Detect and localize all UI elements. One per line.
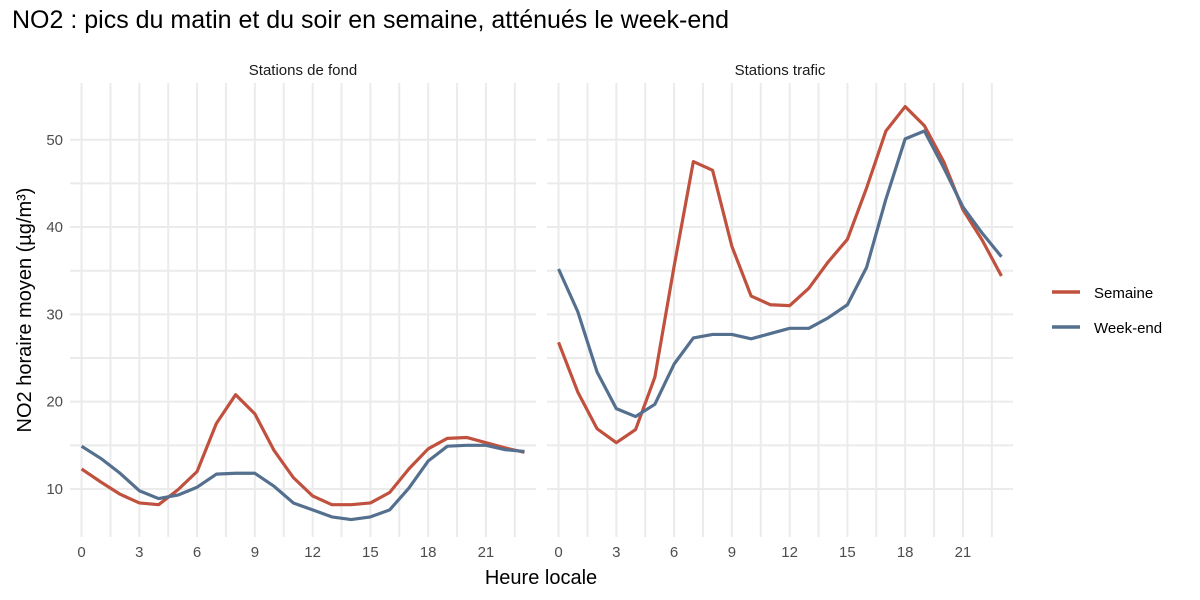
x-tick-label: 3 bbox=[612, 544, 620, 561]
y-tick-label: 10 bbox=[46, 481, 63, 498]
x-tick-label: 15 bbox=[362, 544, 379, 561]
series-line-week-end bbox=[557, 129, 1003, 419]
series-line-week-end bbox=[80, 443, 525, 522]
series-line-semaine bbox=[557, 104, 1003, 445]
x-tick-label: 0 bbox=[77, 544, 85, 561]
y-tick-label: 20 bbox=[46, 394, 63, 411]
x-tick-label: 15 bbox=[839, 544, 856, 561]
x-tick-label: 21 bbox=[955, 544, 972, 561]
legend-label-week-end: Week-end bbox=[1094, 320, 1162, 337]
x-tick-label: 21 bbox=[478, 544, 495, 561]
y-tick-label: 30 bbox=[46, 306, 63, 323]
x-tick-label: 6 bbox=[193, 544, 201, 561]
facet-strip-label: Stations trafic bbox=[735, 62, 826, 79]
y-tick-label: 40 bbox=[46, 219, 63, 236]
y-axis-title: NO2 horaire moyen (µg/m³) bbox=[14, 188, 36, 433]
y-tick-label: 50 bbox=[46, 132, 63, 149]
x-tick-label: 6 bbox=[670, 544, 678, 561]
chart-title: NO2 : pics du matin et du soir en semain… bbox=[12, 6, 730, 34]
legend-label-semaine: Semaine bbox=[1094, 285, 1153, 302]
x-tick-label: 0 bbox=[554, 544, 562, 561]
series-line-semaine bbox=[80, 393, 525, 507]
x-tick-label: 9 bbox=[728, 544, 736, 561]
x-tick-label: 12 bbox=[304, 544, 321, 561]
x-tick-label: 18 bbox=[420, 544, 437, 561]
x-tick-label: 3 bbox=[135, 544, 143, 561]
x-tick-label: 12 bbox=[781, 544, 798, 561]
x-tick-label: 18 bbox=[897, 544, 914, 561]
x-tick-label: 9 bbox=[251, 544, 259, 561]
facet-strip-label: Stations de fond bbox=[249, 62, 357, 79]
x-axis-title: Heure locale bbox=[485, 567, 597, 589]
